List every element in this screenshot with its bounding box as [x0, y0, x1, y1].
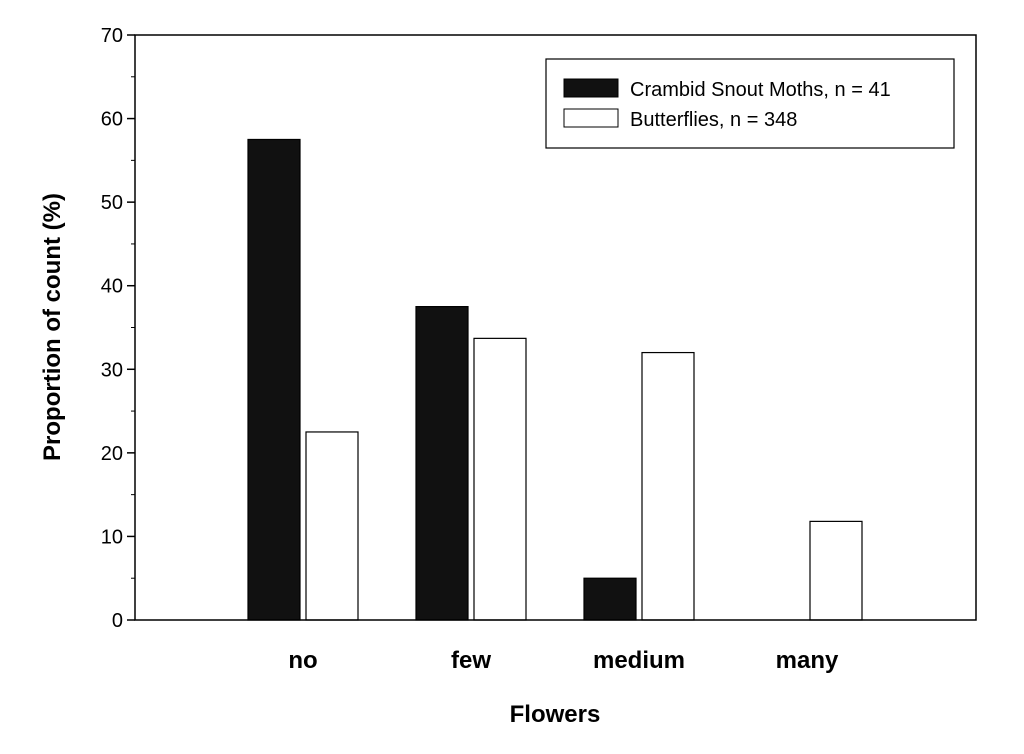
- y-axis-ticks: [127, 34, 135, 621]
- legend-label-butterflies: Butterflies, n = 348: [630, 109, 797, 131]
- x-axis-category-labels: no few medium many: [288, 647, 839, 674]
- y-tick-label-60: 60: [101, 109, 123, 131]
- bar-many-series-1: [809, 520, 863, 621]
- y-tick-label-0: 0: [112, 610, 123, 632]
- bar-no-series-0: [247, 138, 301, 621]
- y-tick-label-20: 20: [101, 443, 123, 465]
- y-tick-label-30: 30: [101, 359, 123, 381]
- y-tick-label-40: 40: [101, 276, 123, 298]
- bar-medium-series-0: [583, 577, 637, 621]
- bar-no-series-1: [305, 431, 359, 621]
- legend-label-moths: Crambid Snout Moths, n = 41: [630, 79, 891, 101]
- legend-swatch-butterflies: [563, 108, 619, 128]
- x-category-label-no: no: [288, 647, 317, 674]
- legend-swatch-moths: [563, 78, 619, 98]
- y-tick-label-10: 10: [101, 526, 123, 548]
- y-axis-title: Proportion of count (%): [39, 193, 66, 461]
- bar-few-series-1: [473, 337, 527, 621]
- y-tick-label-50: 50: [101, 192, 123, 214]
- x-category-label-many: many: [776, 647, 839, 674]
- plot-frame: [134, 34, 977, 621]
- bars: [247, 138, 863, 621]
- bar-few-series-0: [415, 306, 469, 621]
- legend-box: [545, 58, 955, 149]
- y-axis-tick-labels: 0 10 20 30 40 50 60 70: [101, 25, 123, 632]
- y-tick-label-70: 70: [101, 25, 123, 47]
- legend: Crambid Snout Moths, n = 41 Butterflies,…: [545, 58, 955, 149]
- x-category-label-medium: medium: [593, 647, 685, 674]
- bar-medium-series-1: [641, 351, 695, 621]
- x-category-label-few: few: [451, 647, 491, 674]
- x-axis-title: Flowers: [510, 701, 601, 728]
